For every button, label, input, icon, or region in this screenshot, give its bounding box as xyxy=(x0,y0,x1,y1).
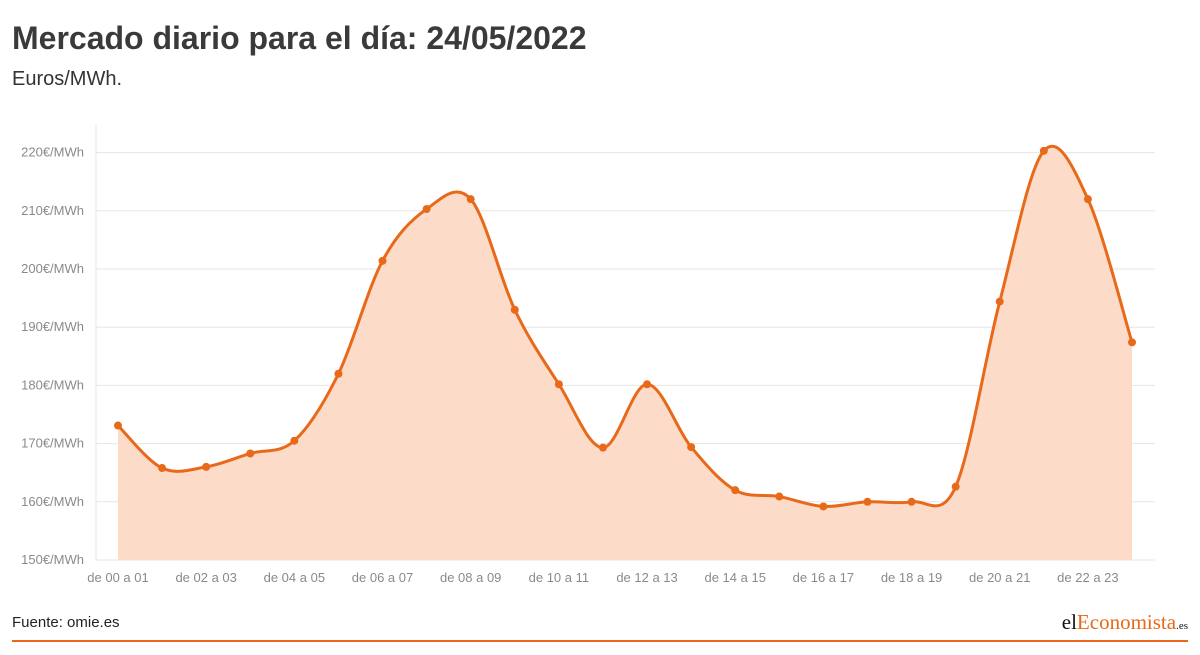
page-subtitle: Euros/MWh. xyxy=(12,68,123,90)
data-point xyxy=(554,380,563,389)
data-point xyxy=(819,502,828,511)
data-point xyxy=(863,497,872,506)
y-tick-label: 170€/MWh xyxy=(21,436,84,451)
data-point xyxy=(775,492,784,501)
x-tick-label: de 20 a 21 xyxy=(969,570,1030,585)
data-point xyxy=(378,256,387,265)
price-area-fill xyxy=(118,146,1132,560)
data-point xyxy=(246,449,255,458)
x-tick-label: de 00 a 01 xyxy=(87,570,148,585)
data-point xyxy=(643,380,652,389)
y-tick-label: 150€/MWh xyxy=(21,552,84,567)
y-tick-label: 190€/MWh xyxy=(21,319,84,334)
y-tick-label: 220€/MWh xyxy=(21,145,84,160)
data-point xyxy=(731,486,740,495)
data-point xyxy=(466,195,475,204)
data-point xyxy=(422,205,431,214)
x-tick-label: de 16 a 17 xyxy=(793,570,854,585)
x-tick-label: de 08 a 09 xyxy=(440,570,501,585)
x-tick-label: de 14 a 15 xyxy=(704,570,765,585)
data-point xyxy=(290,436,299,445)
y-tick-label: 210€/MWh xyxy=(21,203,84,218)
data-points xyxy=(114,146,1136,511)
data-point xyxy=(1083,195,1092,204)
brand-logo[interactable]: elEconomista.es xyxy=(1062,610,1188,635)
data-point xyxy=(687,443,696,452)
data-point xyxy=(995,297,1004,306)
y-tick-label: 200€/MWh xyxy=(21,261,84,276)
y-tick-label: 180€/MWh xyxy=(21,377,84,392)
x-axis-tick-labels: de 00 a 01 de 02 a 03 de 04 a 05 de 06 a 07… xyxy=(87,570,1118,585)
data-point xyxy=(158,464,167,473)
data-point xyxy=(598,443,607,452)
data-point xyxy=(510,305,519,314)
data-point xyxy=(202,462,211,471)
y-axis-tick-labels: 150€/MWh 160€/MWh 170€/MWh 180€/MWh 190€/MWh… xyxy=(21,145,84,567)
brand-logo-part1: el xyxy=(1061,610,1077,634)
data-point xyxy=(334,369,343,378)
x-tick-label: de 22 a 23 xyxy=(1057,570,1118,585)
data-point xyxy=(907,497,916,506)
x-tick-label: de 06 a 07 xyxy=(352,570,413,585)
data-point xyxy=(114,421,122,430)
x-tick-label: de 18 a 19 xyxy=(881,570,942,585)
brand-logo-part2: Economista xyxy=(1076,610,1177,634)
x-tick-label: de 12 a 13 xyxy=(616,570,677,585)
footer-source: Fuente: omie.es xyxy=(12,614,120,631)
brand-logo-part3: .es xyxy=(1176,620,1188,632)
x-tick-label: de 04 a 05 xyxy=(264,570,325,585)
x-tick-label: de 02 a 03 xyxy=(175,570,236,585)
data-point xyxy=(951,482,960,491)
price-series-line xyxy=(116,144,1134,509)
footer-divider xyxy=(12,640,1188,642)
data-point xyxy=(1128,338,1136,347)
y-tick-label: 160€/MWh xyxy=(21,494,84,509)
x-tick-label: de 10 a 11 xyxy=(529,570,589,585)
data-point xyxy=(1039,146,1048,155)
page-title: Mercado diario para el día: 24/05/2022 xyxy=(12,20,587,56)
